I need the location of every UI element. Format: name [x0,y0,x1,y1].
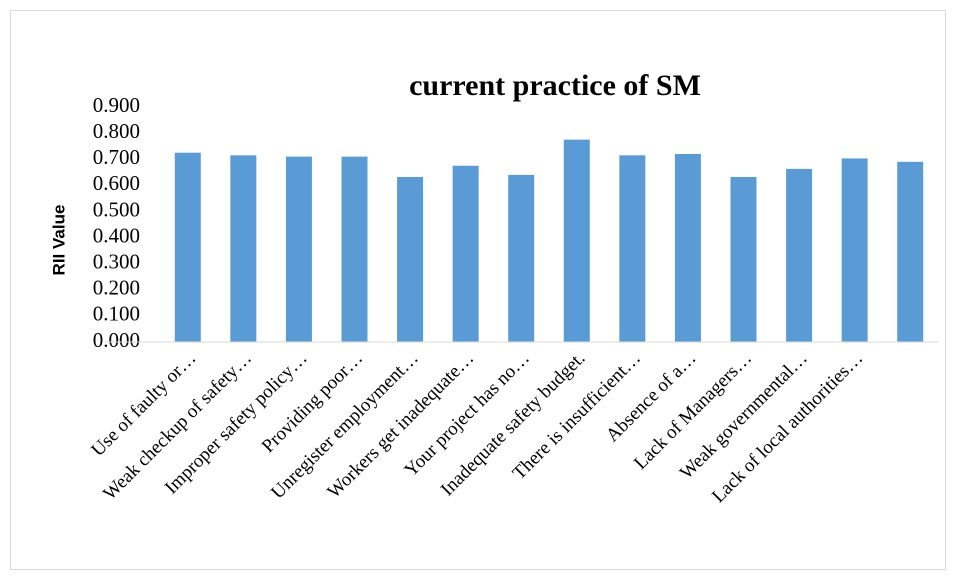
bar [730,176,757,342]
bar [563,139,590,342]
y-tick-label: 0.400 [93,223,140,247]
chart-title: current practice of SM [409,69,701,102]
bar [619,155,646,342]
y-tick-label: 0.600 [93,171,140,195]
bar [452,165,479,342]
bar [230,155,257,342]
bar [786,168,813,342]
y-tick-label: 0.000 [93,328,140,352]
bar [674,154,701,342]
y-tick-label: 0.500 [93,197,140,221]
bar [285,156,312,342]
bar [897,161,924,342]
bar [174,152,201,342]
y-tick-label: 0.300 [93,249,140,273]
bar [841,158,868,342]
y-tick-label: 0.200 [93,276,140,300]
bar [508,174,535,342]
y-axis-label: RII Value [49,205,68,276]
y-tick-label: 0.800 [93,119,140,143]
y-tick-label: 0.100 [93,302,140,326]
y-tick-label: 0.900 [93,93,140,117]
bar [341,156,368,342]
bar [397,176,424,342]
y-tick-label: 0.700 [93,145,140,169]
